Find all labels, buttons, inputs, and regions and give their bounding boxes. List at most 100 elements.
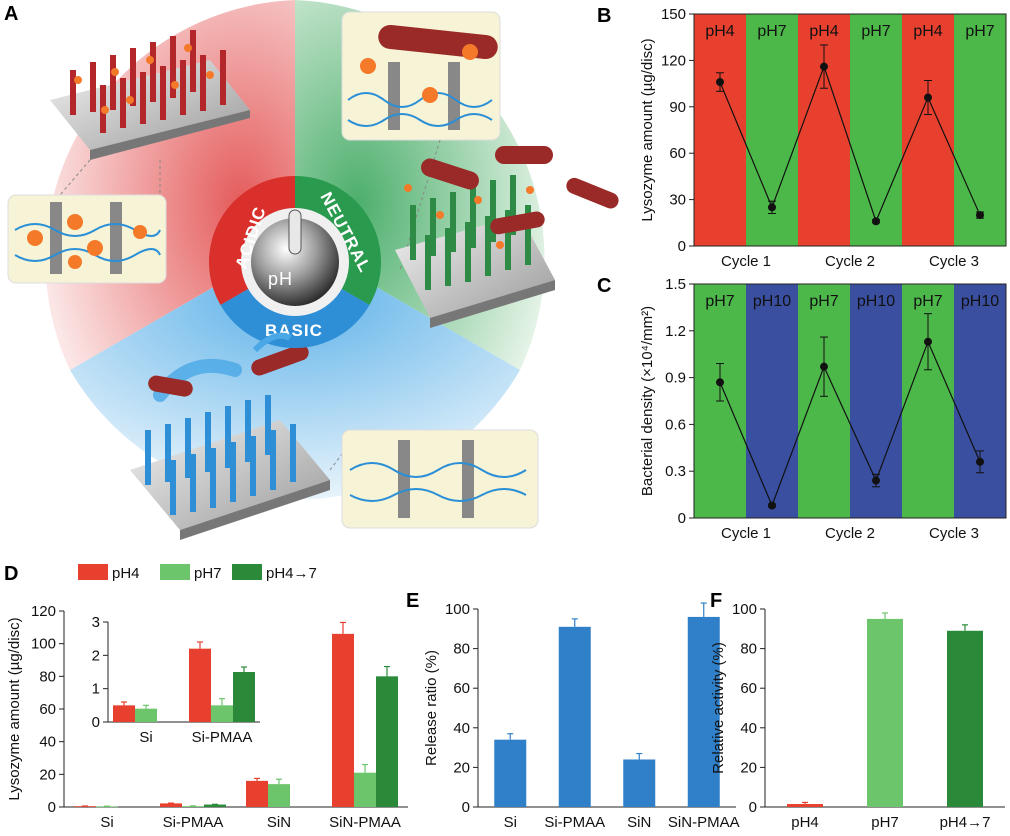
- data-point: [716, 378, 724, 387]
- band-label: pH7: [705, 293, 734, 310]
- y-tick-label: 1: [92, 681, 100, 698]
- x-tick-label: Si-PMAA: [544, 814, 605, 831]
- bar: [182, 806, 204, 807]
- y-tick-label: 0.3: [665, 463, 686, 480]
- y-tick-label: 3: [92, 614, 100, 631]
- bar: [623, 759, 656, 807]
- data-point: [924, 93, 932, 102]
- bar: [867, 618, 903, 807]
- band-bg: [746, 284, 798, 518]
- bar: [233, 672, 255, 722]
- band-bg: [954, 284, 1006, 518]
- y-tick-label: 80: [740, 641, 757, 658]
- cycle-label: Cycle 3: [929, 253, 979, 270]
- y-tick-label: 100: [732, 601, 757, 618]
- y-tick-label: 20: [453, 759, 470, 776]
- data-point: [820, 362, 828, 371]
- legend-swatch: [78, 564, 108, 580]
- legend-swatch: [160, 564, 190, 580]
- y-tick-label: 100: [31, 636, 56, 653]
- y-tick-label: 20: [740, 759, 757, 776]
- chart-b: pH4 pH7 pH4 pH7 pH4 pH7 0 30 60 90 120 150 Cycle 1 Cy…: [639, 6, 1007, 270]
- y-tick-label: 20: [39, 766, 56, 783]
- band-label: pH7: [965, 23, 994, 40]
- band-label: pH7: [809, 293, 838, 310]
- legend-swatch: [232, 564, 262, 580]
- basic-inset: [341, 429, 539, 529]
- y-axis-label: Relative activity (%): [710, 642, 727, 774]
- series-line: [719, 340, 981, 508]
- bar: [332, 633, 354, 807]
- basic-pillar-array: [130, 344, 346, 540]
- y-tick-label: 40: [39, 734, 56, 751]
- panel-label-d: D: [4, 563, 18, 585]
- y-axis-label: Bacterial density (×10⁴/mm²): [639, 306, 656, 496]
- y-tick-label: 0.9: [665, 370, 686, 387]
- plot-frame: [693, 13, 1007, 247]
- cycle-label: Cycle 3: [929, 525, 979, 542]
- panel-label-e: E: [406, 590, 419, 612]
- y-tick-label: 60: [669, 145, 686, 162]
- y-tick-label: 1.5: [665, 276, 686, 293]
- panel-label-b: B: [597, 5, 611, 27]
- band-label: pH7: [757, 23, 786, 40]
- bar: [189, 648, 211, 722]
- y-tick-label: 80: [39, 668, 56, 685]
- cycle-label: Cycle 1: [721, 525, 771, 542]
- bar: [376, 676, 398, 807]
- neutral-pillar-array: [395, 146, 619, 328]
- knob-label: pH: [268, 269, 293, 289]
- acidic-pillar-array: [50, 30, 250, 160]
- bar: [268, 784, 290, 807]
- band-label: pH4: [705, 23, 734, 40]
- x-tick-label: Si: [504, 814, 517, 831]
- band-label: pH10: [857, 293, 895, 310]
- band-label: pH7: [861, 23, 890, 40]
- data-point: [924, 337, 932, 346]
- chart-f: 0 20 40 60 80 100 Relative activity (%) pH4 pH7 p…: [710, 601, 1005, 831]
- bar: [211, 705, 233, 722]
- y-tick-label: 0.6: [665, 416, 686, 433]
- cycle-label: Cycle 2: [825, 525, 875, 542]
- x-tick-label: pH4→7: [940, 814, 991, 831]
- y-tick-label: 0: [48, 799, 56, 816]
- x-tick-label: SiN: [627, 814, 651, 831]
- y-tick-label: 100: [445, 601, 470, 618]
- bar: [204, 804, 226, 807]
- y-tick-label: 0: [678, 238, 686, 255]
- x-tick-label: Si: [100, 814, 113, 831]
- x-tick-label: SiN-PMAA: [668, 814, 740, 831]
- data-point: [716, 78, 724, 87]
- band-bg: [902, 14, 954, 246]
- series-line: [719, 64, 981, 223]
- neutral-inset: [341, 11, 501, 271]
- band-bg: [954, 14, 1006, 246]
- y-tick-label: 120: [661, 52, 686, 69]
- y-tick-label: 1.2: [665, 323, 686, 340]
- y-tick-label: 0: [749, 799, 757, 816]
- bar: [246, 780, 268, 807]
- legend-label: pH4: [112, 565, 140, 582]
- y-tick-label: 120: [31, 603, 56, 620]
- y-tick-label: 90: [669, 99, 686, 116]
- ph-switch: pH ACIDIC NEUTRAL BASIC: [208, 175, 382, 349]
- y-tick-label: 2: [92, 647, 100, 664]
- y-tick-label: 40: [453, 720, 470, 737]
- bar: [947, 630, 983, 807]
- y-tick-label: 0: [92, 714, 100, 731]
- data-point: [976, 457, 984, 466]
- y-tick-label: 150: [661, 6, 686, 23]
- data-point: [820, 62, 828, 71]
- band-label: pH10: [961, 293, 999, 310]
- inset-x-tick-label: Si: [139, 729, 152, 746]
- data-point: [872, 476, 880, 485]
- x-tick-label: pH4: [791, 814, 819, 831]
- x-tick-label: SiN-PMAA: [329, 814, 401, 831]
- cycle-label: Cycle 2: [825, 253, 875, 270]
- legend-label: pH4→7: [266, 565, 317, 582]
- bar: [160, 803, 182, 807]
- y-tick-label: 60: [39, 701, 56, 718]
- bar: [687, 616, 720, 807]
